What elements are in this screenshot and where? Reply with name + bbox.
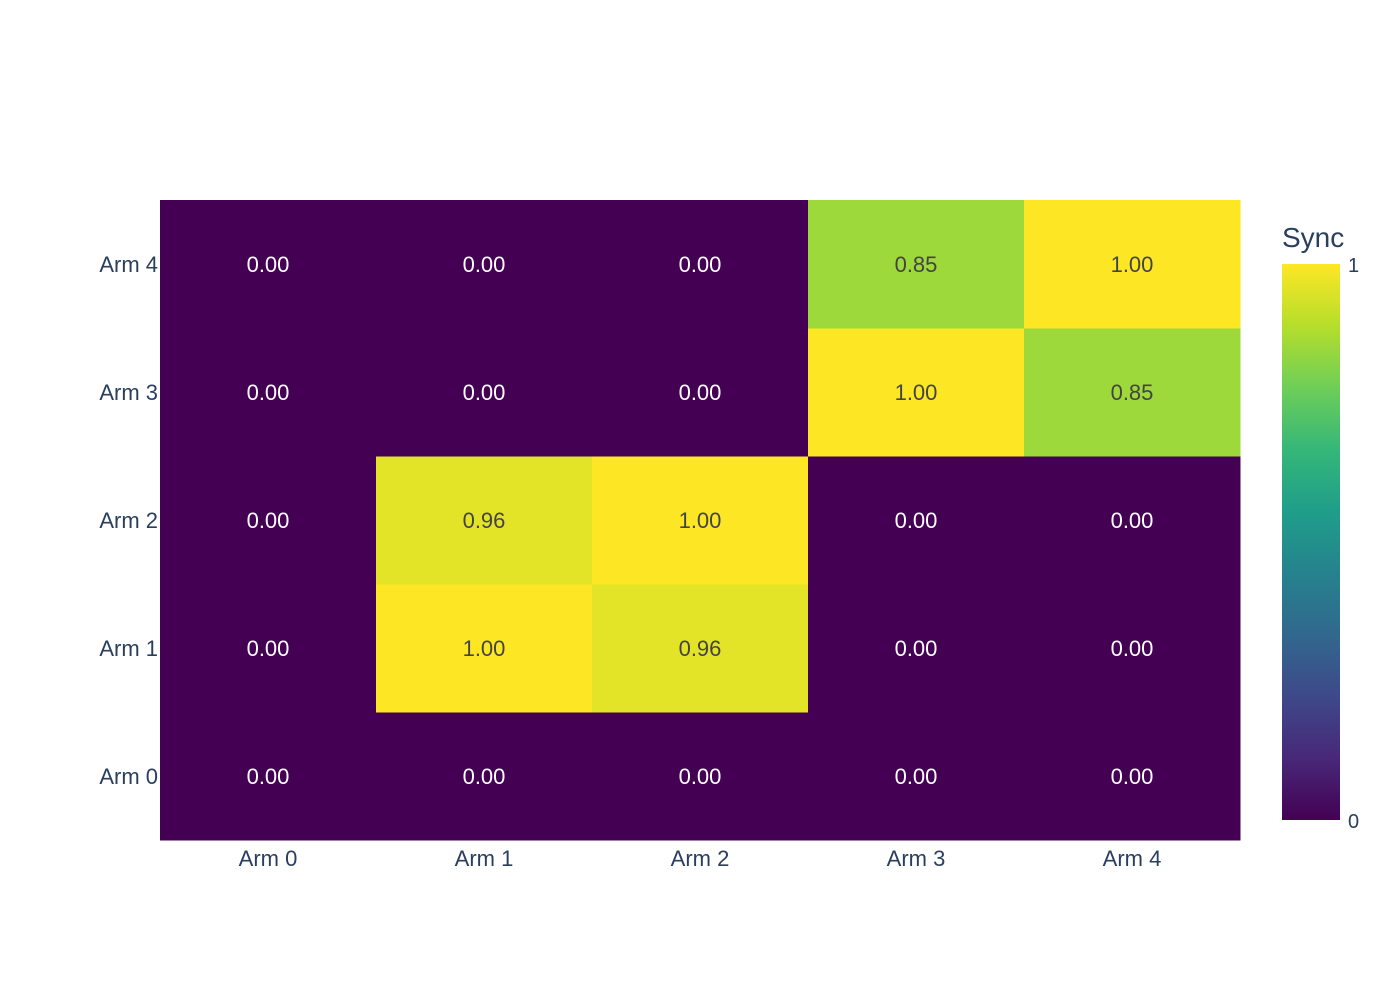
heatmap-cell-value: 0.00 bbox=[895, 764, 938, 789]
heatmap-cell-arm-1-arm-2 bbox=[592, 584, 809, 713]
heatmap-cell-value: 0.00 bbox=[247, 252, 290, 277]
heatmap-cell-labels: 0.00 0.00 0.00 0.00 0.00 0.00 1.00 0.96 0.00 0.00… bbox=[247, 252, 1154, 789]
y-tick-label: Arm 3 bbox=[99, 380, 158, 405]
x-tick-label: Arm 3 bbox=[887, 846, 946, 871]
heatmap-cell-value: 0.00 bbox=[679, 764, 722, 789]
heatmap-cell-value: 0.85 bbox=[1111, 380, 1154, 405]
heatmap-cell-arm-3-arm-3 bbox=[808, 328, 1025, 457]
heatmap-cell-value: 0.00 bbox=[895, 636, 938, 661]
heatmap-cell-arm-2-arm-0 bbox=[160, 456, 377, 585]
heatmap-cell-value: 1.00 bbox=[463, 636, 506, 661]
y-tick-label: Arm 4 bbox=[99, 252, 158, 277]
x-tick-label: Arm 0 bbox=[239, 846, 298, 871]
heatmap-cell-arm-3-arm-0 bbox=[160, 328, 377, 457]
heatmap-cell-value: 0.00 bbox=[895, 508, 938, 533]
heatmap-cell-value: 1.00 bbox=[679, 508, 722, 533]
heatmap-cell-value: 0.00 bbox=[679, 252, 722, 277]
x-tick-label: Arm 4 bbox=[1103, 846, 1162, 871]
colorbar-tick-max: 1 bbox=[1348, 255, 1359, 277]
heatmap-cell-arm-3-arm-2 bbox=[592, 328, 809, 457]
heatmap-cell-value: 0.00 bbox=[463, 380, 506, 405]
heatmap-cell-arm-1-arm-0 bbox=[160, 584, 377, 713]
y-axis: Arm 0 Arm 1 Arm 2 Arm 3 Arm 4 bbox=[99, 252, 158, 789]
heatmap-cell-arm-4-arm-0 bbox=[160, 200, 377, 329]
heatmap-cell-value: 1.00 bbox=[895, 380, 938, 405]
heatmap-cell-value: 0.00 bbox=[247, 764, 290, 789]
heatmap-cell-value: 0.96 bbox=[679, 636, 722, 661]
heatmap-cell-arm-1-arm-1 bbox=[376, 584, 593, 713]
colorbar: Sync 1 0 bbox=[1282, 222, 1359, 833]
y-tick-label: Arm 2 bbox=[99, 508, 158, 533]
heatmap-cell-value: 0.00 bbox=[247, 636, 290, 661]
heatmap-cell-value: 0.00 bbox=[1111, 508, 1154, 533]
heatmap-cell-arm-2-arm-4 bbox=[1024, 456, 1241, 585]
heatmap-cell-arm-4-arm-1 bbox=[376, 200, 593, 329]
heatmap-cell-arm-0-arm-3 bbox=[808, 712, 1025, 841]
heatmap-cell-arm-2-arm-1 bbox=[376, 456, 593, 585]
heatmap-cell-value: 0.00 bbox=[1111, 764, 1154, 789]
heatmap-cell-value: 0.85 bbox=[895, 252, 938, 277]
colorbar-title: Sync bbox=[1282, 222, 1344, 253]
x-tick-label: Arm 2 bbox=[671, 846, 730, 871]
x-tick-label: Arm 1 bbox=[455, 846, 514, 871]
heatmap-cells bbox=[160, 200, 1241, 841]
heatmap-cell-arm-0-arm-4 bbox=[1024, 712, 1241, 841]
heatmap-cell-arm-0-arm-2 bbox=[592, 712, 809, 841]
heatmap-cell-arm-0-arm-0 bbox=[160, 712, 377, 841]
colorbar-gradient bbox=[1282, 264, 1340, 820]
heatmap-cell-value: 0.00 bbox=[247, 508, 290, 533]
heatmap-cell-arm-4-arm-2 bbox=[592, 200, 809, 329]
heatmap-cell-arm-3-arm-1 bbox=[376, 328, 593, 457]
heatmap-cell-value: 0.00 bbox=[247, 380, 290, 405]
heatmap-cell-arm-1-arm-3 bbox=[808, 584, 1025, 713]
heatmap-cell-arm-1-arm-4 bbox=[1024, 584, 1241, 713]
x-axis: Arm 0 Arm 1 Arm 2 Arm 3 Arm 4 bbox=[239, 846, 1162, 871]
y-tick-label: Arm 1 bbox=[99, 636, 158, 661]
y-tick-label: Arm 0 bbox=[99, 764, 158, 789]
heatmap-cell-arm-4-arm-4 bbox=[1024, 200, 1241, 329]
heatmap-cell-value: 0.00 bbox=[463, 252, 506, 277]
heatmap-cell-value: 0.00 bbox=[1111, 636, 1154, 661]
heatmap-cell-arm-3-arm-4 bbox=[1024, 328, 1241, 457]
heatmap-cell-arm-2-arm-2 bbox=[592, 456, 809, 585]
heatmap-cell-value: 0.00 bbox=[679, 380, 722, 405]
heatmap-cell-value: 0.00 bbox=[463, 764, 506, 789]
heatmap-cell-arm-0-arm-1 bbox=[376, 712, 593, 841]
heatmap-cell-arm-2-arm-3 bbox=[808, 456, 1025, 585]
colorbar-tick-min: 0 bbox=[1348, 811, 1359, 833]
heatmap-cell-value: 0.96 bbox=[463, 508, 506, 533]
heatmap-cell-arm-4-arm-3 bbox=[808, 200, 1025, 329]
heatmap-cell-value: 1.00 bbox=[1111, 252, 1154, 277]
